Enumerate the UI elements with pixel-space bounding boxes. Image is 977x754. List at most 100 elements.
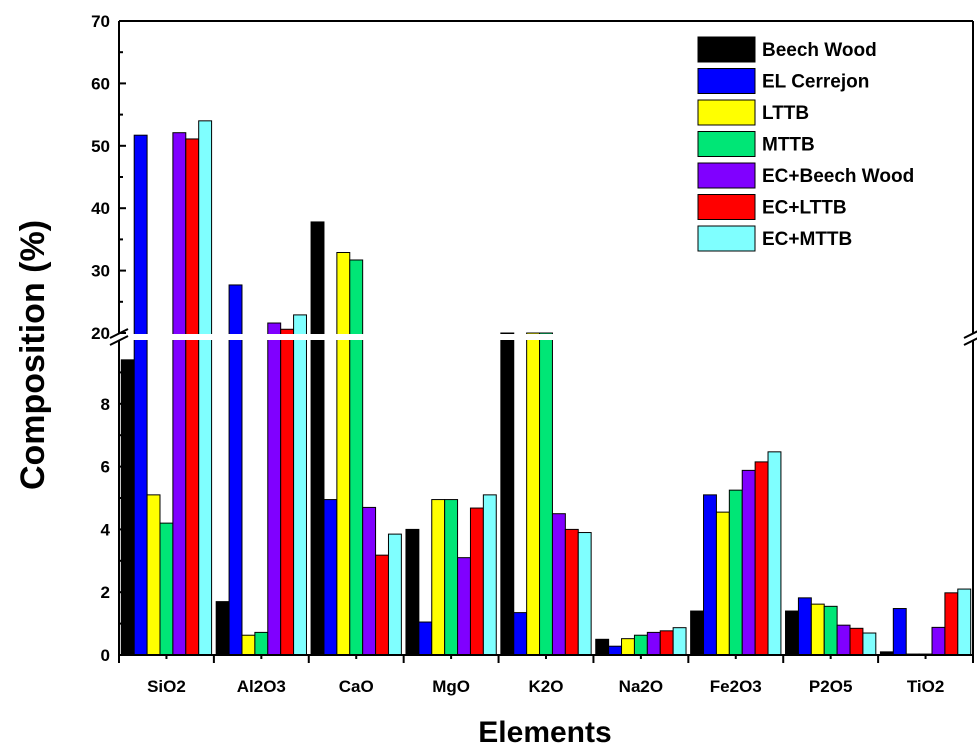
bar: [215, 601, 230, 656]
legend-swatch: [697, 99, 756, 126]
bar: [715, 511, 730, 656]
bar: [659, 630, 674, 656]
bar: [241, 634, 256, 656]
bar: [185, 138, 200, 656]
bar: [551, 513, 566, 656]
axis-break-mark-right: [963, 337, 977, 346]
bar: [849, 627, 864, 656]
bar: [728, 489, 743, 656]
bar: [418, 621, 433, 656]
bar: [754, 461, 769, 656]
bar: [146, 494, 161, 656]
bar: [810, 603, 825, 656]
bar: [862, 632, 877, 656]
axis-break-gap: [117, 334, 977, 340]
bar: [293, 314, 307, 656]
y-tick-label: 6: [101, 458, 110, 477]
bar: [957, 588, 972, 656]
bar: [323, 499, 338, 656]
bar: [500, 332, 515, 656]
x-tick-label: P2O5: [809, 677, 852, 696]
bar: [785, 610, 799, 656]
x-tick-label: Al2O3: [237, 677, 286, 696]
axis-break-mark-left: [109, 335, 129, 346]
legend-label: Beech Wood: [762, 40, 877, 61]
bar: [482, 494, 497, 656]
bar: [836, 624, 851, 656]
bar: [336, 252, 351, 656]
y-tick-label: 40: [91, 199, 110, 218]
bar: [513, 612, 528, 656]
bar: [621, 638, 635, 656]
bar: [767, 451, 782, 656]
bar: [797, 597, 812, 656]
y-tick-label: 50: [91, 137, 110, 156]
legend-label: EC+LTTB: [762, 198, 847, 219]
bar: [228, 284, 243, 656]
bar: [172, 132, 187, 656]
y-tick-label: 8: [101, 395, 110, 414]
legend-label: EL Cerrejon: [762, 72, 869, 93]
x-tick-label: Fe2O3: [710, 677, 762, 696]
bar: [444, 499, 459, 656]
bar: [690, 610, 705, 656]
x-tick-label: Na2O: [619, 677, 663, 696]
y-tick-label: 30: [91, 262, 110, 281]
y-tick-label: 0: [101, 646, 110, 665]
bar: [280, 328, 295, 656]
legend-swatch: [697, 36, 756, 63]
bar: [431, 499, 446, 656]
x-tick-label: MgO: [432, 677, 470, 696]
bar: [703, 494, 717, 656]
legend-swatch: [697, 194, 756, 220]
bar: [672, 627, 687, 656]
axis-break-mark-right: [963, 330, 977, 339]
bar: [526, 332, 541, 656]
y-axis-title: Composition (%): [14, 220, 52, 490]
x-tick-label: TiO2: [907, 677, 944, 696]
bar: [892, 608, 907, 656]
y-tick-label: 2: [101, 583, 110, 602]
bar: [349, 259, 364, 656]
y-tick-label: 4: [101, 520, 111, 539]
bar: [564, 528, 579, 656]
bar: [198, 120, 213, 656]
x-tick-label: SiO2: [147, 677, 186, 696]
y-tick-label: 70: [91, 12, 110, 31]
bar: [133, 134, 148, 656]
bar: [646, 631, 661, 656]
bar: [608, 645, 623, 656]
ticks-layer: 0 2 4 6 8 20 30 40 50 60 70 SiO2 Al2O3 CaO MgO K2O Na2O F…: [91, 12, 974, 696]
bar: [577, 532, 592, 656]
bar: [159, 522, 174, 656]
x-tick-label: CaO: [339, 677, 374, 696]
bar: [539, 332, 553, 656]
legend-label: EC+Beech Wood: [762, 166, 914, 187]
bar: [633, 634, 648, 656]
bar: [823, 605, 838, 656]
legend-label: EC+MTTB: [762, 229, 852, 250]
bar: [362, 506, 377, 656]
x-axis-title: Elements: [478, 716, 611, 749]
legend-label: MTTB: [762, 135, 815, 156]
legend-label: LTTB: [762, 103, 809, 124]
y-tick-label: 60: [91, 74, 110, 93]
bar: [469, 507, 484, 656]
bar: [931, 626, 946, 656]
bar: [595, 638, 610, 656]
y-tick-label: 20: [91, 324, 110, 343]
legend-swatch: [697, 225, 756, 252]
bar: [944, 592, 959, 656]
bar: [457, 557, 471, 656]
legend: Beech Wood EL Cerrejon LTTB MTTB EC+Beech Wo…: [694, 28, 966, 266]
bar: [310, 221, 325, 656]
legend-swatch: [697, 131, 756, 157]
bar: [405, 528, 420, 656]
bar: [267, 322, 282, 656]
x-tick-label: K2O: [529, 677, 564, 696]
bars-layer: [117, 120, 977, 656]
legend-swatch: [697, 162, 756, 189]
bar: [387, 533, 402, 656]
bar: [375, 554, 389, 656]
